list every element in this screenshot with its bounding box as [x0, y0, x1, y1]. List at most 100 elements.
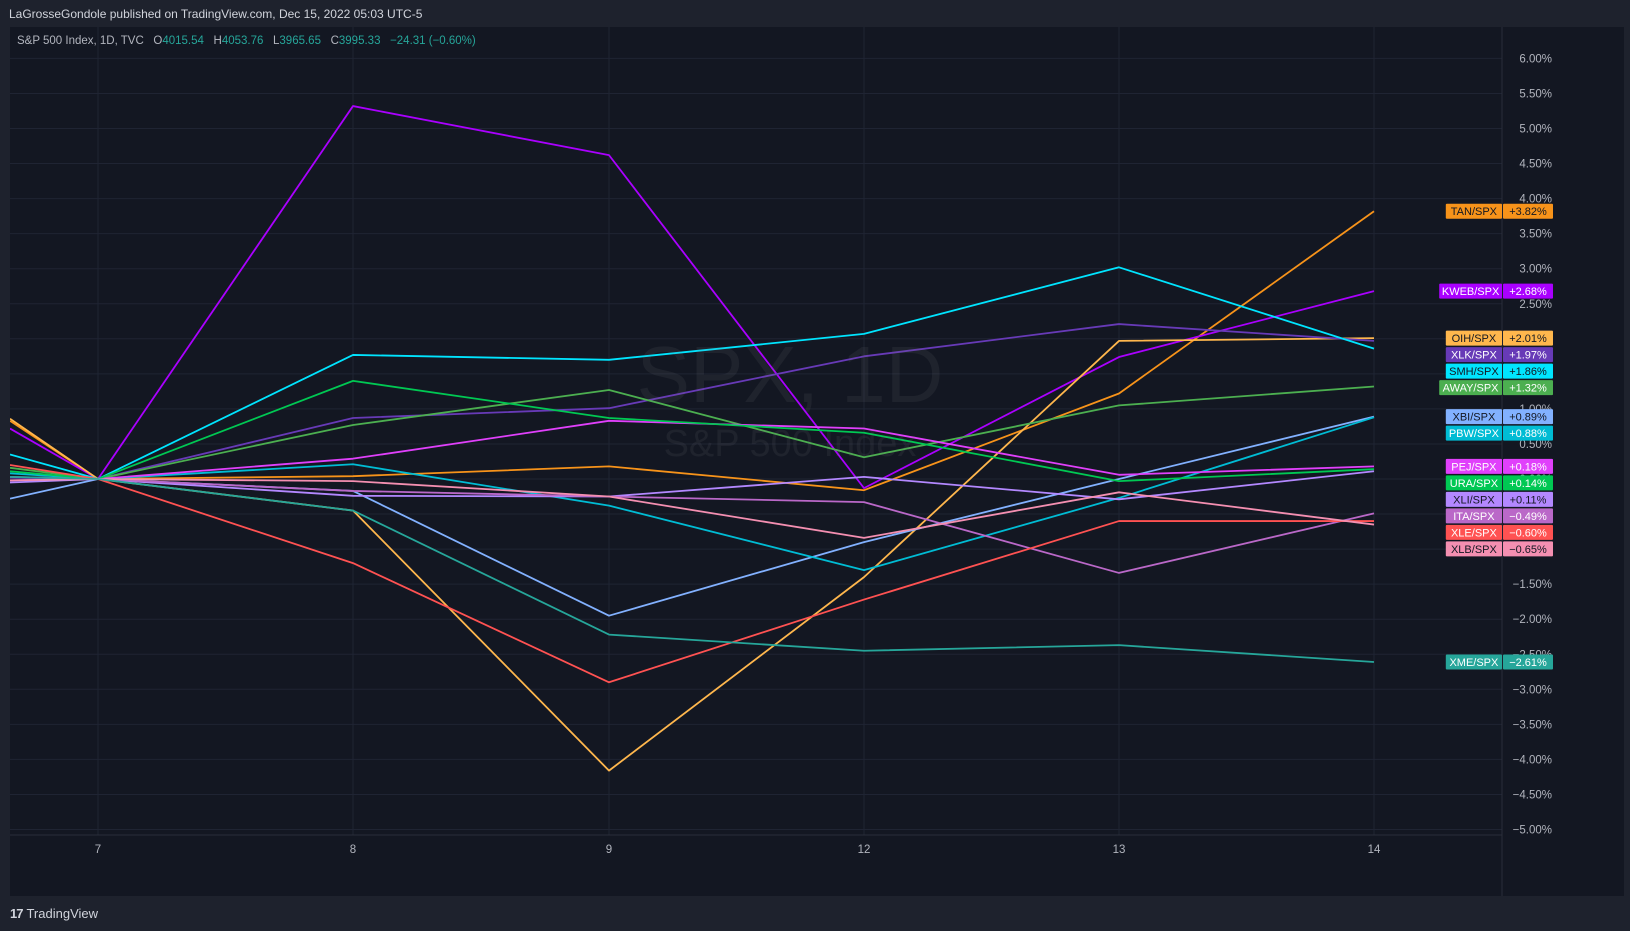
series-tag-name-bg-kweb-spx	[1439, 283, 1502, 299]
series-tag-value-oih-spx: +2.01%	[1509, 333, 1547, 345]
y-tick-label: 2.50%	[1519, 299, 1552, 311]
series-tag-name-bg-xle-spx	[1445, 524, 1502, 540]
low-label: L	[273, 35, 280, 47]
series-line-xlb-spx[interactable]	[10, 478, 1375, 539]
series-tag-name-tan-spx: TAN/SPX	[1451, 206, 1498, 218]
series-tag-value-bg-xme-spx	[1503, 654, 1553, 670]
series-layer	[10, 105, 1375, 772]
series-tag-name-xlk-spx: XLK/SPX	[1451, 350, 1498, 362]
series-tag-value-ita-spx: −0.49%	[1509, 511, 1547, 523]
series-tag-value-away-spx: +1.32%	[1509, 383, 1547, 395]
series-tag-name-ura-spx: URA/SPX	[1450, 478, 1499, 490]
series-tag-name-bg-tan-spx	[1445, 203, 1502, 219]
watermark-subtitle: S&P 500 Index	[663, 423, 917, 465]
series-tag-value-pej-spx: +0.18%	[1509, 461, 1547, 473]
series-tag-name-xle-spx: XLE/SPX	[1451, 527, 1498, 539]
series-tag-name-xli-spx: XLI/SPX	[1453, 494, 1495, 506]
series-tag-value-xle-spx: −0.60%	[1509, 527, 1547, 539]
open-label: O	[153, 35, 163, 47]
chart-area[interactable]: 6.00% 5.50% 5.00% 4.50% 4.00% 3.50% 3.00% 2.50%…	[10, 27, 1624, 896]
y-tick-label: −2.00%	[1513, 614, 1552, 626]
series-tag-value-bg-ita-spx	[1503, 508, 1553, 524]
footer-bar: 17 TradingView	[0, 896, 1630, 931]
series-tag-value-bg-xbi-spx	[1503, 409, 1553, 425]
series-tag-value-bg-xli-spx	[1503, 491, 1553, 507]
series-tag-name-bg-pej-spx	[1445, 458, 1502, 474]
y-tick-label: 4.50%	[1519, 159, 1552, 171]
close-value: 3995.33	[338, 35, 381, 47]
series-tag-name-bg-ura-spx	[1445, 475, 1502, 491]
series-tag-value-bg-tan-spx	[1503, 203, 1553, 219]
series-tag-value-bg-kweb-spx	[1503, 283, 1553, 299]
y-tick-label: −3.50%	[1513, 719, 1552, 731]
series-tag-name-xme-spx: XME/SPX	[1449, 657, 1499, 669]
series-tag-value-tan-spx: +3.82%	[1509, 206, 1547, 218]
series-line-ita-spx[interactable]	[10, 475, 1375, 574]
tradingview-logo-text: TradingView	[26, 906, 99, 921]
y-tick-label: 0.50%	[1519, 439, 1552, 451]
chart-svg[interactable]: 6.00% 5.50% 5.00% 4.50% 4.00% 3.50% 3.00% 2.50%…	[10, 27, 1624, 896]
open-value: 4015.54	[162, 35, 204, 47]
series-tag-name-xlb-spx: XLB/SPX	[1451, 544, 1498, 556]
tradingview-logo[interactable]: 17 TradingView	[10, 906, 98, 921]
series-tag-name-pbw-spx: PBW/SPX	[1449, 428, 1500, 440]
publish-header: LaGrosseGondole published on TradingView…	[0, 0, 1630, 27]
series-tag-value-xbi-spx: +0.89%	[1509, 412, 1547, 424]
publisher-text: LaGrosseGondole published on TradingView…	[9, 7, 423, 21]
series-tag-value-bg-away-spx	[1503, 380, 1553, 396]
y-tick-label: 3.50%	[1519, 229, 1552, 241]
symbol-name: S&P 500 Index, 1D, TVC	[17, 35, 144, 47]
series-tag-value-xlk-spx: +1.97%	[1509, 350, 1547, 362]
grid-layer	[10, 27, 1502, 835]
series-tag-value-kweb-spx: +2.68%	[1509, 286, 1547, 298]
series-tag-value-smh-spx: +1.86%	[1509, 366, 1547, 378]
series-tag-value-bg-ura-spx	[1503, 475, 1553, 491]
series-tag-value-bg-xlk-spx	[1503, 347, 1553, 363]
symbol-watermark: SPX, 1D S&P 500 Index	[600, 335, 980, 466]
close-label: C	[330, 35, 339, 47]
symbol-legend[interactable]: S&P 500 Index, 1D, TVC O4015.54 H4053.76…	[17, 35, 476, 47]
high-label: H	[213, 35, 222, 47]
series-line-xme-spx[interactable]	[10, 475, 1375, 663]
x-tick-label: 12	[858, 844, 871, 856]
x-tick-label: 14	[1368, 844, 1381, 856]
series-tag-name-xbi-spx: XBI/SPX	[1453, 412, 1496, 424]
series-tag-value-ura-spx: +0.14%	[1509, 478, 1547, 490]
series-tag-value-xme-spx: −2.61%	[1509, 657, 1547, 669]
series-tag-name-ita-spx: ITA/SPX	[1453, 511, 1495, 523]
series-tag-value-bg-smh-spx	[1503, 363, 1553, 379]
series-tag-value-xli-spx: +0.11%	[1510, 494, 1547, 506]
series-tag-name-bg-xbi-spx	[1445, 409, 1502, 425]
y-tick-label: 5.50%	[1519, 88, 1552, 100]
series-tag-name-bg-pbw-spx	[1445, 425, 1502, 441]
y-tick-label: −3.00%	[1513, 684, 1552, 696]
series-tag-value-bg-pej-spx	[1503, 458, 1553, 474]
series-tag-value-bg-xle-spx	[1503, 524, 1553, 540]
series-tag-name-bg-xlk-spx	[1445, 347, 1502, 363]
series-tag-name-pej-spx: PEJ/SPX	[1451, 461, 1497, 473]
series-tag-value-bg-xlb-spx	[1503, 541, 1553, 557]
series-tag-name-bg-away-spx	[1439, 380, 1502, 396]
y-tick-label: 4.00%	[1519, 194, 1552, 206]
series-tags: TAN/SPX +3.82% KWEB/SPX +2.68% OIH/SPX +2.01%…	[1439, 203, 1553, 670]
y-tick-label: −5.00%	[1513, 825, 1552, 837]
series-tag-name-bg-xli-spx	[1445, 491, 1502, 507]
series-tag-name-smh-spx: SMH/SPX	[1449, 366, 1499, 378]
y-tick-label: 5.00%	[1519, 124, 1552, 136]
x-tick-label: 13	[1113, 844, 1126, 856]
y-tick-label: −1.50%	[1513, 579, 1552, 591]
series-tag-name-bg-oih-spx	[1445, 330, 1502, 346]
series-tag-name-away-spx: AWAY/SPX	[1443, 383, 1499, 395]
series-tag-name-kweb-spx: KWEB/SPX	[1442, 286, 1500, 298]
x-tick-label: 7	[95, 844, 101, 856]
series-tag-name-bg-ita-spx	[1445, 508, 1502, 524]
tradingview-logo-icon: 17	[10, 906, 24, 921]
y-tick-label: 3.00%	[1519, 264, 1552, 276]
y-tick-label: 6.00%	[1519, 53, 1552, 65]
change-value: −24.31 (−0.60%)	[390, 35, 476, 47]
series-tag-value-bg-oih-spx	[1503, 330, 1553, 346]
x-tick-label: 9	[606, 844, 612, 856]
x-tick-label: 8	[350, 844, 356, 856]
series-tag-name-oih-spx: OIH/SPX	[1452, 333, 1497, 345]
y-tick-label: −4.00%	[1513, 754, 1552, 766]
